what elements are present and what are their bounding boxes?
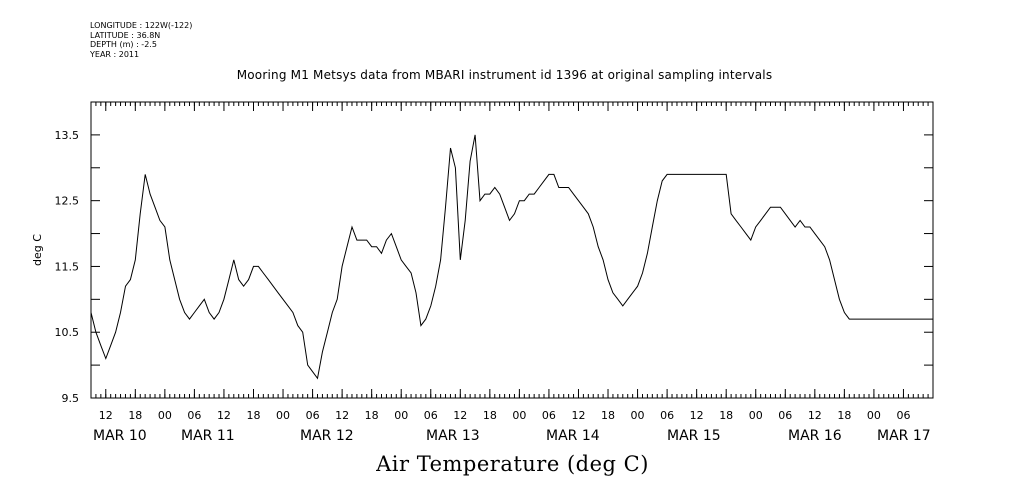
x-tick-label: 18	[837, 409, 851, 422]
x-tick-label: 18	[365, 409, 379, 422]
x-tick-label: 12	[99, 409, 113, 422]
x-tick-label: 18	[601, 409, 615, 422]
x-tick-label: 06	[187, 409, 201, 422]
x-tick-label: 06	[306, 409, 320, 422]
x-tick-label: 18	[246, 409, 260, 422]
series-layer	[90, 134, 933, 380]
x-tick-label: 12	[453, 409, 467, 422]
y-tick-label: 10.5	[55, 326, 80, 339]
y-tick-label: 11.5	[55, 260, 80, 273]
x-date-label: MAR 12	[300, 428, 354, 444]
metadata-block: LONGITUDE : 122W(-122) LATITUDE : 36.8N …	[90, 21, 192, 59]
y-axis-label: deg C	[31, 234, 44, 266]
x-tick-label: 06	[542, 409, 556, 422]
x-tick-label: 00	[158, 409, 172, 422]
x-tick-label: 18	[719, 409, 733, 422]
x-date-label: MAR 15	[667, 428, 721, 444]
x-tick-label: 12	[808, 409, 822, 422]
x-tick-label: 12	[690, 409, 704, 422]
x-date-label: MAR 16	[788, 428, 842, 444]
y-tick-label: 9.5	[62, 392, 80, 405]
y-tick-label: 13.5	[55, 129, 80, 142]
x-tick-label: 00	[512, 409, 526, 422]
x-tick-label: 18	[483, 409, 497, 422]
latitude-label: LATITUDE : 36.8N	[90, 30, 161, 40]
x-tick-label: 00	[394, 409, 408, 422]
x-tick-label: 00	[276, 409, 290, 422]
plot-frame	[90, 101, 934, 399]
x-date-label: MAR 10	[93, 428, 147, 444]
x-tick-label: 12	[217, 409, 231, 422]
x-tick-label: 12	[571, 409, 585, 422]
x-tick-label: 06	[778, 409, 792, 422]
x-date-label: MAR 14	[546, 428, 600, 444]
y-tick-label: 12.5	[55, 195, 80, 208]
year-label: YEAR : 2011	[90, 49, 140, 59]
x-date-label: MAR 11	[181, 428, 235, 444]
longitude-label: LONGITUDE : 122W(-122)	[90, 21, 193, 30]
x-tick-label: 06	[896, 409, 910, 422]
x-tick-label: 06	[660, 409, 674, 422]
x-tick-label: 06	[424, 409, 438, 422]
axis-labels: 12 18 00 06 12 18 00 06 12 18 00 06 12 18 00 06 12 18 00 06…	[31, 129, 931, 444]
x-tick-label: 00	[867, 409, 881, 422]
x-date-label: MAR 17	[877, 428, 931, 444]
x-date-label: MAR 13	[426, 428, 480, 444]
x-tick-label: 12	[335, 409, 349, 422]
x-tick-label: 00	[631, 409, 645, 422]
chart-bottom-title: Air Temperature (deg C)	[376, 452, 649, 476]
x-tick-label: 18	[128, 409, 142, 422]
series-line	[90, 134, 933, 380]
x-tick-label: 00	[749, 409, 763, 422]
depth-label: DEPTH (m) : -2.5	[90, 40, 157, 49]
axis-ticks	[90, 101, 934, 399]
chart-title: Mooring M1 Metsys data from MBARI instru…	[236, 68, 773, 82]
